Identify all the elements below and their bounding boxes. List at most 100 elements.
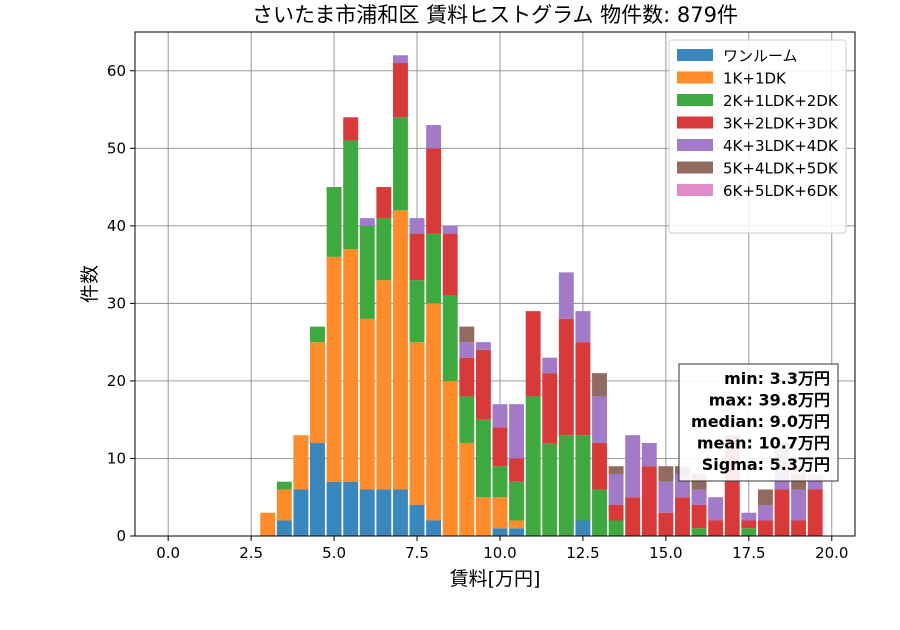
y-tick-label: 10 [107, 449, 126, 467]
bar-segment [392, 210, 408, 490]
bar-segment [492, 404, 508, 428]
y-axis-title: 件数 [79, 265, 101, 303]
bar-segment [741, 520, 757, 529]
bar-segment [525, 311, 541, 397]
bar-segment [509, 520, 525, 529]
bar-segment [276, 481, 292, 490]
bar-segment [608, 473, 624, 505]
bar-segment [807, 489, 823, 536]
bar-segment [608, 466, 624, 474]
bar-segment [691, 528, 707, 536]
stats-line: max: 39.8万円 [709, 391, 830, 410]
bar-segment [558, 435, 574, 536]
bar-segment [509, 528, 525, 536]
chart-title: さいたま市浦和区 賃料ヒストグラム 物件数: 879件 [252, 3, 738, 27]
bar-segment [392, 63, 408, 118]
bar-segment [691, 504, 707, 529]
bar-segment [326, 187, 342, 257]
bar-segment [641, 466, 657, 536]
bar-segment [326, 256, 342, 482]
bar-segment [741, 512, 757, 521]
bar-segment [392, 489, 408, 536]
bar-segment [260, 512, 276, 536]
bar-segment [426, 233, 442, 304]
x-tick-label: 12.5 [566, 544, 599, 562]
legend-label: 2K+1LDK+2DK [723, 92, 839, 110]
bar-segment [459, 396, 475, 443]
bar-segment [708, 497, 724, 521]
x-axis-title: 賃料[万円] [450, 568, 541, 590]
y-tick-label: 50 [107, 139, 126, 157]
bar-segment [409, 342, 425, 505]
stats-line: mean: 10.7万円 [697, 434, 830, 453]
bar-segment [310, 342, 325, 443]
bar-segment [442, 380, 458, 536]
bar-segment [409, 280, 425, 343]
bar-segment [492, 427, 508, 467]
bar-segment [475, 497, 491, 536]
bar-segment [558, 318, 574, 436]
x-tick-label: 2.5 [239, 544, 263, 562]
bar-segment [426, 520, 442, 536]
bar-segment [475, 419, 491, 498]
bar-segment [608, 520, 624, 536]
bar-segment [509, 458, 525, 482]
bar-segment [376, 280, 392, 490]
x-tick-label: 5.0 [322, 544, 346, 562]
bar-segment [392, 55, 408, 64]
bar-segment [592, 396, 607, 443]
bar-segment [542, 373, 558, 443]
bar-segment [276, 489, 292, 521]
x-tick-label: 7.5 [405, 544, 429, 562]
stats-box-border [678, 363, 839, 482]
x-tick-label: 10.0 [483, 544, 516, 562]
bar-segment [326, 481, 342, 536]
legend-swatch [677, 184, 713, 196]
bar-segment [741, 528, 757, 536]
legend-swatch [677, 49, 713, 61]
bar-segment [376, 218, 392, 281]
stats-box: min: 3.3万円 max: 39.8万円 median: 9.0万円 mean: … [678, 363, 839, 482]
bar-segment [608, 504, 624, 521]
bar-segment [542, 357, 558, 374]
bar-segment [757, 489, 773, 505]
y-tick-label: 60 [107, 62, 126, 80]
bar-segment [343, 249, 359, 482]
bar-segment [376, 489, 392, 536]
bar-segment [475, 349, 491, 420]
bar-segment [426, 125, 442, 149]
bar-segment [293, 435, 309, 490]
bar-segment [459, 326, 475, 343]
x-tick-label: 15.0 [649, 544, 682, 562]
bar-segment [757, 504, 773, 521]
legend-box [668, 39, 847, 234]
legend-label: 1K+1DK [723, 70, 787, 88]
y-tick-label: 40 [107, 217, 126, 235]
stats-line: Sigma: 5.3万円 [702, 455, 830, 474]
plot-area: 0.0 2.5 5.0 7.5 10.0 12.5 15.0 17.5 20.0 0 10 20 30 4… [107, 31, 856, 562]
bar-segment [774, 489, 790, 536]
bar-segment [426, 303, 442, 521]
bar-segment [592, 442, 607, 490]
bar-segment [475, 342, 491, 350]
legend-swatch [677, 94, 713, 106]
bar-segment [575, 520, 591, 536]
bar-segment [359, 218, 375, 226]
bar-segment [359, 225, 375, 319]
bar-segment [310, 326, 325, 343]
bar-segment [343, 140, 359, 250]
bar-segment [359, 489, 375, 536]
bar-segment [310, 442, 325, 536]
legend-label: 6K+5LDK+6DK [723, 182, 839, 200]
bar-segment [409, 504, 425, 536]
legend: ワンルーム 1K+1DK 2K+1LDK+2DK 3K+2LDK+3DK 4K+3LDK… [668, 39, 847, 234]
bar-segment [575, 342, 591, 436]
bar-segment [658, 512, 674, 536]
bar-segment [592, 373, 607, 397]
bar-segment [492, 528, 508, 536]
stats-line: median: 9.0万円 [691, 412, 830, 431]
bar-segment [658, 481, 674, 513]
legend-label: ワンルーム [723, 47, 798, 65]
legend-swatch [677, 116, 713, 129]
